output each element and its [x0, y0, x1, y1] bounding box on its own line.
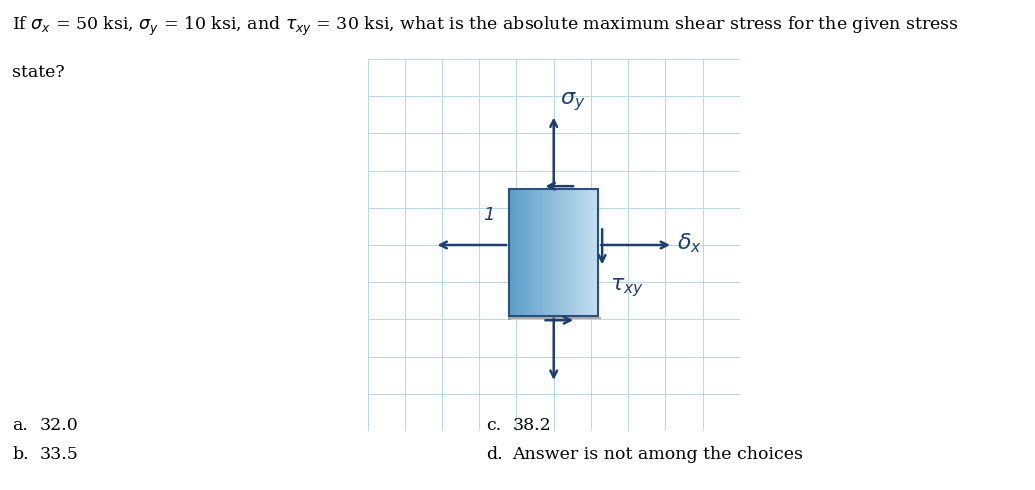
Bar: [585, 189, 587, 316]
Bar: [523, 189, 524, 316]
Bar: [543, 189, 544, 316]
Bar: [590, 189, 591, 316]
Bar: [573, 189, 574, 316]
Text: d.: d.: [486, 446, 503, 463]
Bar: [594, 189, 595, 316]
Text: $\tau_{xy}$: $\tau_{xy}$: [610, 277, 644, 299]
Bar: [584, 189, 585, 316]
Bar: [560, 189, 561, 316]
Bar: [568, 189, 570, 316]
Bar: [534, 189, 536, 316]
Bar: [546, 189, 548, 316]
Text: If $\sigma_x$ = 50 ksi, $\sigma_y$ = 10 ksi, and $\tau_{xy}$ = 30 ksi, what is t: If $\sigma_x$ = 50 ksi, $\sigma_y$ = 10 …: [12, 15, 959, 38]
Bar: [512, 189, 513, 316]
Bar: [566, 189, 567, 316]
Bar: [554, 189, 555, 316]
Bar: [597, 189, 598, 316]
Bar: [576, 189, 578, 316]
Text: Answer is not among the choices: Answer is not among the choices: [512, 446, 803, 463]
Bar: [531, 189, 533, 316]
Bar: [558, 189, 560, 316]
Bar: [578, 189, 579, 316]
Bar: [570, 189, 571, 316]
Bar: [521, 189, 523, 316]
Text: 1: 1: [482, 206, 495, 224]
Bar: [518, 189, 520, 316]
Bar: [561, 189, 563, 316]
Text: 32.0: 32.0: [39, 416, 78, 434]
Bar: [581, 189, 582, 316]
Bar: [591, 189, 592, 316]
Text: $\sigma_y$: $\sigma_y$: [560, 90, 586, 113]
Bar: [592, 189, 594, 316]
Bar: [524, 189, 526, 316]
Bar: [515, 189, 516, 316]
Bar: [563, 189, 564, 316]
Bar: [550, 189, 551, 316]
Bar: [533, 189, 534, 316]
Bar: [539, 189, 540, 316]
Bar: [557, 189, 558, 316]
Bar: [544, 189, 546, 316]
Bar: [574, 189, 576, 316]
Bar: [509, 189, 510, 316]
Bar: [526, 189, 527, 316]
Bar: [551, 189, 553, 316]
Text: 33.5: 33.5: [39, 446, 79, 463]
Bar: [537, 189, 539, 316]
Bar: [567, 189, 568, 316]
Bar: [564, 189, 566, 316]
Bar: [587, 189, 588, 316]
Text: state?: state?: [12, 64, 65, 81]
Bar: [520, 189, 521, 316]
Bar: [579, 189, 581, 316]
Bar: [530, 189, 531, 316]
Bar: [527, 189, 529, 316]
Bar: [571, 189, 573, 316]
Text: c.: c.: [486, 416, 502, 434]
Bar: [540, 189, 541, 316]
Bar: [588, 189, 590, 316]
Bar: [516, 189, 518, 316]
Bar: [510, 189, 512, 316]
Bar: [541, 189, 543, 316]
Bar: [513, 189, 515, 316]
Text: $\delta_x$: $\delta_x$: [677, 231, 702, 255]
Bar: [553, 189, 554, 316]
Bar: [548, 189, 550, 316]
Bar: [509, 189, 598, 316]
Text: b.: b.: [12, 446, 29, 463]
Bar: [529, 189, 530, 316]
Text: a.: a.: [12, 416, 28, 434]
Bar: [595, 189, 597, 316]
Bar: [536, 189, 537, 316]
Bar: [555, 189, 557, 316]
Bar: [582, 189, 584, 316]
Text: 38.2: 38.2: [512, 416, 551, 434]
